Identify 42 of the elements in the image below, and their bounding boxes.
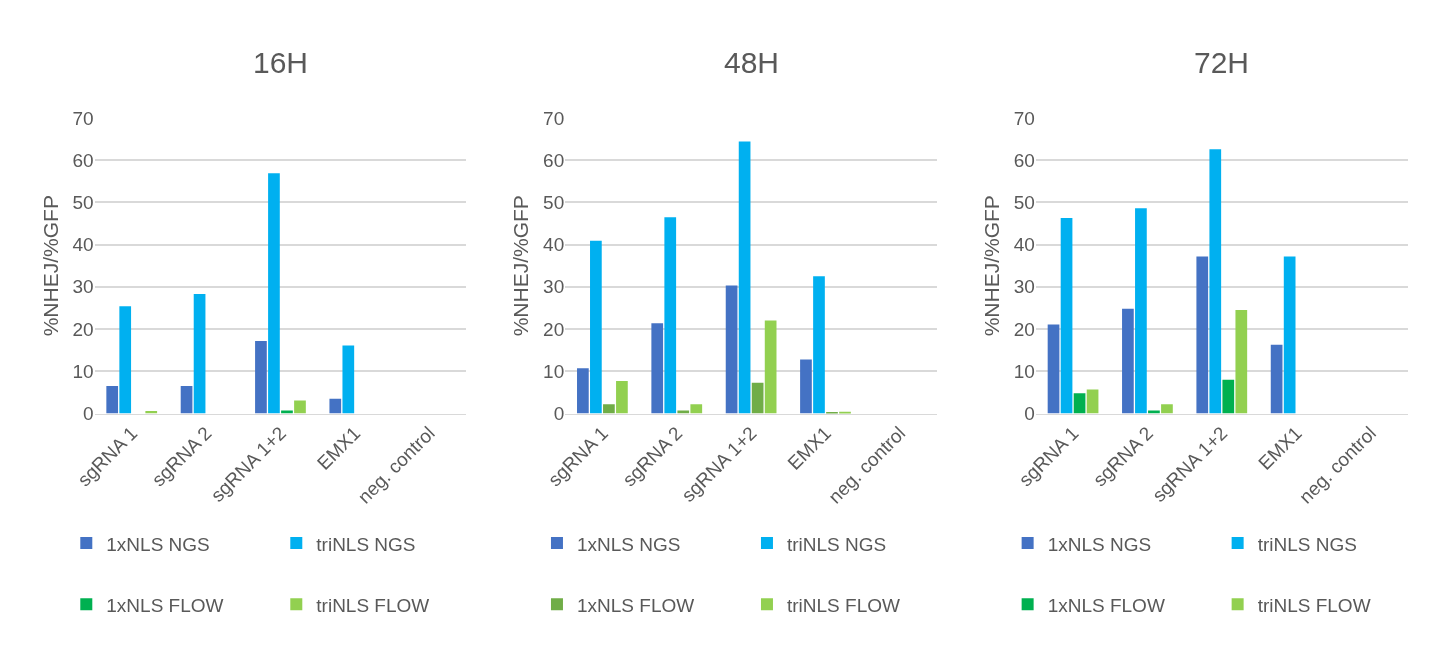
legend-label: triNLS NGS: [786, 533, 887, 555]
legend-label: triNLS FLOW: [316, 594, 430, 616]
legend-label: triNLS NGS: [1257, 533, 1357, 555]
y-tick-label: 70: [72, 107, 94, 129]
y-tick-label: 20: [543, 318, 565, 340]
y-tick-label: 0: [553, 403, 565, 425]
y-tick-label: 60: [1013, 149, 1035, 171]
legend-label: 1xNLS NGS: [106, 533, 210, 555]
y-tick-label: 10: [72, 360, 94, 382]
y-tick-label: 50: [1013, 192, 1035, 214]
legend-label: 1xNLS NGS: [576, 533, 681, 555]
y-tick-label: 30: [543, 276, 565, 298]
y-tick-label: 20: [72, 318, 94, 340]
y-tick-label: 20: [1013, 318, 1035, 340]
y-tick-label: 40: [543, 234, 565, 256]
y-axis-title: %NHEJ/%GFP: [509, 195, 533, 337]
y-tick-label: 30: [1013, 276, 1035, 298]
y-axis-title: %NHEJ/%GFP: [979, 195, 1003, 337]
y-tick-label: 10: [543, 360, 565, 382]
y-tick-label: 60: [72, 149, 94, 171]
legend-label: triNLS FLOW: [786, 594, 900, 616]
y-tick-label: 30: [72, 276, 94, 298]
y-tick-label: 40: [1013, 234, 1035, 256]
legend-label: 1xNLS FLOW: [576, 594, 695, 616]
y-tick-label: 50: [543, 192, 565, 214]
y-tick-label: 70: [543, 107, 565, 129]
legend-label: 1xNLS FLOW: [106, 594, 224, 616]
y-tick-label: 50: [72, 192, 94, 214]
y-tick-label: 0: [1024, 403, 1035, 425]
y-axis-title: %NHEJ/%GFP: [38, 195, 62, 337]
y-tick-label: 0: [82, 403, 94, 425]
chart-title: 48H: [724, 46, 780, 79]
chart-title: 16H: [253, 46, 309, 79]
legend-label: 1xNLS FLOW: [1047, 594, 1165, 616]
y-tick-label: 10: [1013, 360, 1035, 382]
chart-title: 72H: [1194, 46, 1250, 79]
y-tick-label: 60: [543, 149, 565, 171]
y-tick-label: 40: [72, 234, 94, 256]
y-tick-label: 70: [1013, 107, 1035, 129]
legend-label: triNLS FLOW: [1257, 594, 1371, 616]
legend-label: triNLS NGS: [316, 533, 416, 555]
legend-label: 1xNLS NGS: [1047, 533, 1152, 555]
